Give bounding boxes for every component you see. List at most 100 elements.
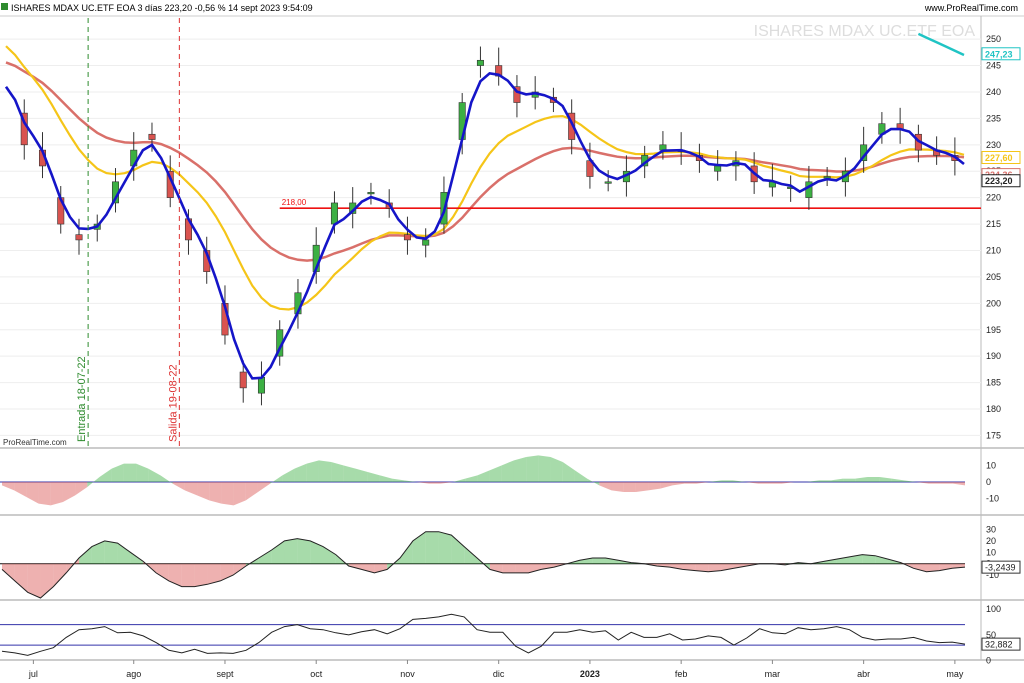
chart-title: ISHARES MDAX UC.ETF EOA 3 días 223,20 -0… [11, 3, 313, 13]
osc-area-segment [579, 558, 593, 564]
osc-area-segment [233, 482, 246, 506]
watermark: ISHARES MDAX UC.ETF EOA [754, 23, 976, 40]
osc-area-segment [818, 480, 831, 482]
osc-area-segment [862, 554, 876, 564]
osc-area-segment [562, 462, 575, 482]
osc-area-segment [830, 478, 844, 482]
x-tick-label: sept [216, 669, 234, 679]
y-tick-label: 230 [986, 140, 1001, 150]
osc-area-segment [27, 563, 41, 598]
osc-area-segment [684, 482, 697, 484]
oscillators [0, 455, 966, 656]
osc-area-segment [53, 563, 67, 587]
osc-area-segment [297, 538, 311, 564]
osc-area-segment [197, 482, 210, 501]
osc-area-segment [194, 563, 208, 587]
osc-area-segment [708, 563, 722, 572]
osc-area-segment [38, 482, 51, 506]
osc-value-box [981, 637, 1021, 651]
osc-area-segment [502, 563, 516, 573]
price-label-box [981, 47, 1021, 61]
osc-value-label: -3,2439 [985, 563, 1016, 573]
osc-area-segment [913, 563, 927, 572]
trade-marker-label: Salida 19-08-22 [167, 364, 179, 442]
osc-tick-label: 10 [986, 460, 996, 470]
osc-tick-label: 50 [986, 630, 996, 640]
osc-area-segment [733, 480, 746, 482]
brand-link[interactable]: www.ProRealTime.com [924, 3, 1018, 13]
candle-up [422, 239, 430, 246]
osc-area-segment [310, 540, 323, 564]
osc-area-segment [2, 482, 15, 491]
y-tick-label: 235 [986, 113, 1001, 123]
osc-area-segment [550, 457, 563, 482]
osc-area-segment [75, 482, 88, 496]
x-tick-label: abr [857, 669, 870, 679]
price-label-box [981, 174, 1021, 188]
osc-area-segment [270, 475, 283, 484]
x-tick-label: mar [765, 669, 781, 679]
osc-area-segment [453, 478, 466, 482]
osc-area-segment [721, 480, 734, 482]
candle-up [257, 377, 265, 394]
candle-down [568, 112, 576, 140]
osc-area-segment [355, 468, 368, 482]
osc-area-segment [867, 477, 880, 482]
osc-area-segment [836, 556, 850, 564]
osc-area-segment [733, 563, 747, 569]
osc-area-segment [374, 563, 388, 573]
y-tick-label: 195 [986, 325, 1001, 335]
osc-area-segment [879, 477, 892, 482]
osc-tick-label: 100 [986, 604, 1001, 614]
osc-area-segment [528, 563, 542, 573]
osc-tick-label: 0 [986, 477, 991, 487]
osc-value-label: 32,882 [985, 640, 1013, 650]
osc-area-segment [451, 535, 465, 564]
osc-area-segment [379, 475, 393, 482]
osc-area-segment [611, 482, 624, 492]
osc-area-segment [99, 468, 112, 482]
y-tick-label: 190 [986, 351, 1001, 361]
osc-area-segment [782, 482, 795, 484]
osc-area-segment [648, 482, 661, 491]
osc-area-segment [14, 563, 28, 593]
osc-area-segment [160, 475, 173, 484]
osc-area-segment [181, 563, 195, 587]
osc-area-segment [404, 480, 417, 482]
price-label-box [981, 150, 1021, 164]
osc-area-segment [745, 482, 758, 484]
osc-area-segment [891, 478, 905, 482]
osc-area-segment [323, 546, 336, 564]
osc-area-segment [574, 470, 588, 482]
x-tick-label: oct [310, 669, 323, 679]
osc-area-segment [660, 482, 673, 489]
x-tick-label: may [946, 669, 964, 679]
osc-area-segment [209, 482, 222, 504]
y-tick-label: 200 [986, 298, 1001, 308]
osc-area-segment [623, 482, 636, 492]
y-tick-label: 210 [986, 245, 1001, 255]
ma-long-line [917, 32, 965, 57]
osc-area-segment [515, 563, 529, 573]
osc-area-segment [40, 563, 54, 598]
x-tick-label: 2023 [580, 669, 600, 679]
osc-area-segment [823, 559, 837, 564]
candle-up [714, 165, 722, 172]
grid [0, 38, 981, 436]
y-tick-label: 175 [986, 430, 1001, 440]
candle-down [513, 86, 521, 103]
osc-area-segment [599, 482, 612, 491]
osc-area-segment [695, 563, 709, 572]
osc-area-segment [928, 482, 941, 484]
osc-area-segment [221, 482, 234, 506]
osc-area-segment [477, 470, 490, 482]
osc-area-segment [245, 482, 258, 501]
osc-area-segment [709, 480, 722, 482]
osc-tick-label: 0 [986, 656, 991, 666]
source-label: ProRealTime.com [3, 438, 67, 447]
osc-area-segment [331, 462, 344, 482]
ema-line [4, 72, 965, 380]
y-tick-label: 245 [986, 61, 1001, 71]
osc-area-segment [425, 531, 439, 564]
